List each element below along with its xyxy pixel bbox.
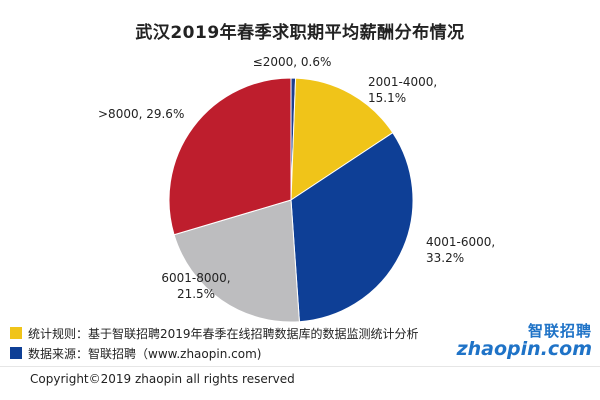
slice-label-2001-4000: 2001-4000, 15.1% [368,75,437,105]
pie-slice->8000 [168,77,292,236]
pie-slice-6001-8000 [173,199,300,323]
note-rule: 统计规则：基于智联招聘2019年春季在线招聘数据库的数据监测统计分析 [10,323,419,343]
slice-label-6001-8000: 6001-8000, 21.5% [161,271,230,301]
pie-slice-2001-4000 [290,77,394,201]
note-source: 数据来源：智联招聘（www.zhaopin.com) [10,343,419,363]
note-rule-text: 统计规则：基于智联招聘2019年春季在线招聘数据库的数据监测统计分析 [28,326,419,341]
note-source-bullet [10,347,22,359]
logo-cn-text: 智联招聘 [527,322,592,340]
chart-title: 武汉2019年春季求职期平均薪酬分布情况 [135,23,465,43]
zhaopin-logo: 智联招聘 zhaopin.com [456,318,600,362]
slice-label-4001-6000: 4001-6000, 33.2% [426,235,495,265]
note-source-text: 数据来源：智联招聘（www.zhaopin.com) [28,346,262,361]
notes: 统计规则：基于智联招聘2019年春季在线招聘数据库的数据监测统计分析 数据来源：… [10,323,419,363]
copyright: Copyright©2019 zhaopin all rights reserv… [30,372,295,386]
slice-label->8000: >8000, 29.6% [98,107,184,121]
pie-slice-4001-6000 [290,132,414,323]
divider [0,366,600,367]
logo-en-text: zhaopin.com [456,338,592,360]
slice-label-≤2000: ≤2000, 0.6% [253,55,332,69]
note-rule-bullet [10,327,22,339]
